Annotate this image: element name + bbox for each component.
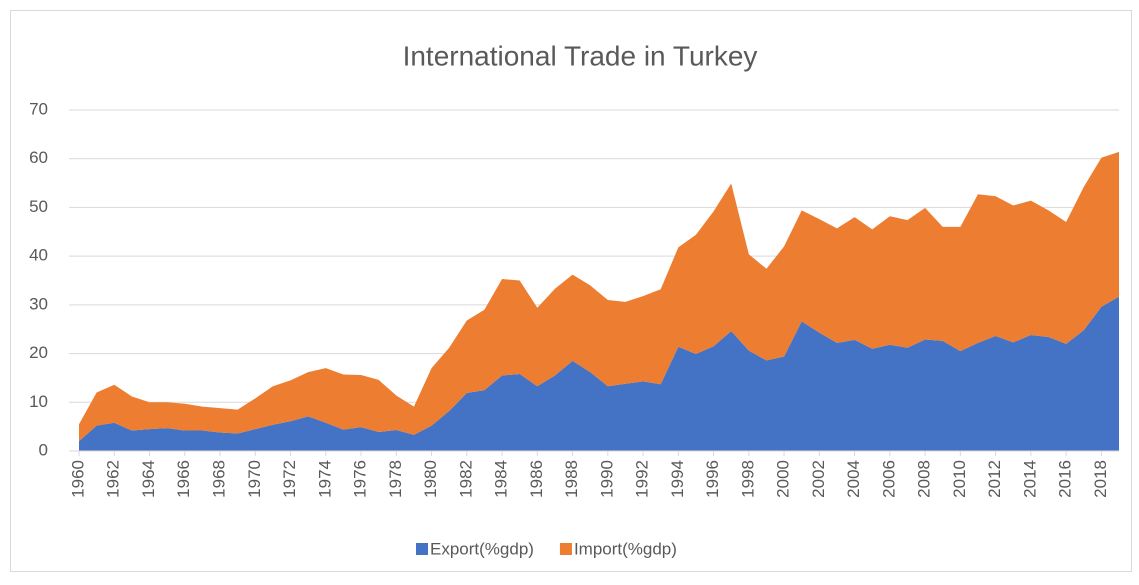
y-tick-label: 10 [29,392,48,411]
y-tick-label: 70 [29,99,48,118]
x-tick-label: 1966 [174,460,193,498]
legend-swatch [416,543,428,555]
plot-area [79,151,1119,451]
x-tick-label: 1970 [245,460,264,498]
legend-label: Export(%gdp) [430,539,534,558]
y-tick-label: 40 [29,246,48,265]
x-tick-label: 1960 [68,460,87,498]
x-tick-label: 1982 [456,460,475,498]
legend-swatch [559,543,572,555]
x-tick-label: 2014 [1020,460,1039,498]
axes: 0 10 20 30 40 50 60 70 1960 1962 1964 1966 1968 1970 1… [29,99,1119,558]
x-tick-label: 2008 [915,460,934,498]
x-tick-label: 2018 [1091,460,1110,498]
y-tick-label: 20 [29,343,48,362]
legend-label: Import(%gdp) [574,539,677,558]
x-tick-label: 2010 [950,460,969,498]
x-tick-label: 1998 [738,460,757,498]
x-tick-label: 2016 [1056,460,1075,498]
x-tick-label: 2000 [774,460,793,498]
x-tick-label: 1976 [351,460,370,498]
chart-title: International Trade in Turkey [403,40,758,71]
x-tick-label: 1974 [315,460,334,498]
x-tick-label: 1964 [139,460,158,498]
area [79,151,1119,442]
x-tick-label: 2004 [844,460,863,498]
y-tick-label: 60 [29,148,48,167]
x-tick-label: 1988 [562,460,581,498]
area [79,296,1119,451]
x-tick-label: 1980 [421,460,440,498]
x-tick-label: 2002 [809,460,828,498]
x-tick-label: 1990 [597,460,616,498]
x-tick-label: 1962 [104,460,123,498]
x-tick-label: 1968 [210,460,229,498]
x-tick-label: 1986 [527,460,546,498]
x-tick-label: 1978 [386,460,405,498]
x-tick-label: 1992 [633,460,652,498]
x-tick-label: 1996 [703,460,722,498]
y-tick-label: 50 [29,197,48,216]
x-tick-label: 1984 [492,460,511,498]
x-tick-label: 1994 [668,460,687,498]
x-tick-label: 2006 [879,460,898,498]
y-tick-label: 30 [29,294,48,313]
x-tick-label: 1972 [280,460,299,498]
x-tick-label: 2012 [985,460,1004,498]
y-tick-label: 0 [39,440,48,459]
